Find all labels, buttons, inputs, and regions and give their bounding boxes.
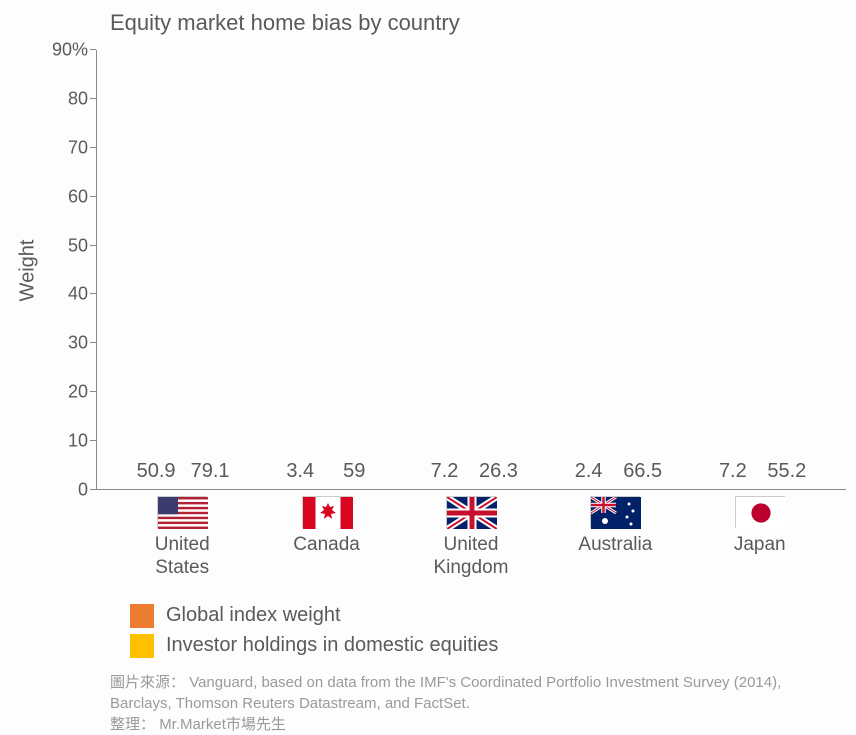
bar-value-label: 55.2 (767, 460, 806, 483)
x-category-label: UnitedStates (122, 534, 242, 580)
y-tick-label: 30 (68, 333, 88, 354)
y-tick-label: 10 (68, 431, 88, 452)
y-tick-label: 50 (68, 235, 88, 256)
y-tick-label: 40 (68, 284, 88, 305)
y-tick-label: 80 (68, 88, 88, 109)
chart-title: Equity market home bias by country (110, 10, 846, 36)
x-category-label: UnitedKingdom (411, 534, 531, 580)
au-flag-icon (590, 496, 640, 528)
uk-flag-icon (446, 496, 496, 528)
plot-area: Weight 0102030405060708090% 50.979.13.45… (10, 50, 846, 490)
legend-swatch (130, 634, 154, 658)
y-tick-label: 0 (78, 480, 88, 501)
bar-value-label: 3.4 (286, 460, 314, 483)
legend-swatch (130, 604, 154, 628)
legend-label: Investor holdings in domestic equities (166, 634, 498, 657)
x-category-label: Canada (267, 534, 387, 557)
y-tick-label: 90% (52, 40, 88, 61)
x-category: Japan (700, 490, 820, 580)
ca-flag-icon (302, 496, 352, 528)
legend: Global index weight Investor holdings in… (130, 604, 846, 658)
y-tick-label: 60 (68, 186, 88, 207)
bar-value-label: 59 (343, 460, 365, 483)
legend-label: Global index weight (166, 604, 341, 627)
x-category: Canada (267, 490, 387, 580)
source-text: Vanguard, based on data from the IMF's C… (110, 674, 781, 712)
bar-value-label: 2.4 (575, 460, 603, 483)
bar-value-label: 7.2 (719, 460, 747, 483)
legend-item: Investor holdings in domestic equities (130, 634, 846, 658)
bar-groups: 50.9 79.1 3.4 59 7.2 26.3 2.4 66.5 7.2 55.2 (97, 50, 846, 489)
y-axis: 0102030405060708090% (46, 50, 96, 490)
bar-value-label: 7.2 (431, 460, 459, 483)
legend-item: Global index weight (130, 604, 846, 628)
us-flag-icon (157, 496, 207, 528)
x-axis: UnitedStates Canada UnitedKingdom Australia… (96, 490, 846, 580)
bar-value-label: 66.5 (623, 460, 662, 483)
x-category-label: Australia (555, 534, 675, 557)
y-axis-label: Weight (10, 50, 46, 490)
plot: 50.9 79.1 3.4 59 7.2 26.3 2.4 66.5 7.2 55.2 (96, 50, 846, 490)
x-category-label: Japan (700, 534, 820, 557)
y-tick-label: 70 (68, 137, 88, 158)
bar-value-label: 26.3 (479, 460, 518, 483)
jp-flag-icon (735, 496, 785, 528)
credit-label: 整理： (110, 716, 155, 733)
footer-source: 圖片來源： Vanguard, based on data from the I… (110, 672, 810, 735)
credit-text: Mr.Market市場先生 (159, 716, 286, 733)
bar-value-label: 79.1 (191, 460, 230, 483)
source-label: 圖片來源： (110, 674, 185, 691)
x-category: UnitedKingdom (411, 490, 531, 580)
chart-container: Equity market home bias by country Weigh… (10, 0, 846, 735)
y-tick-label: 20 (68, 382, 88, 403)
x-category: Australia (555, 490, 675, 580)
x-category: UnitedStates (122, 490, 242, 580)
bar-value-label: 50.9 (137, 460, 176, 483)
